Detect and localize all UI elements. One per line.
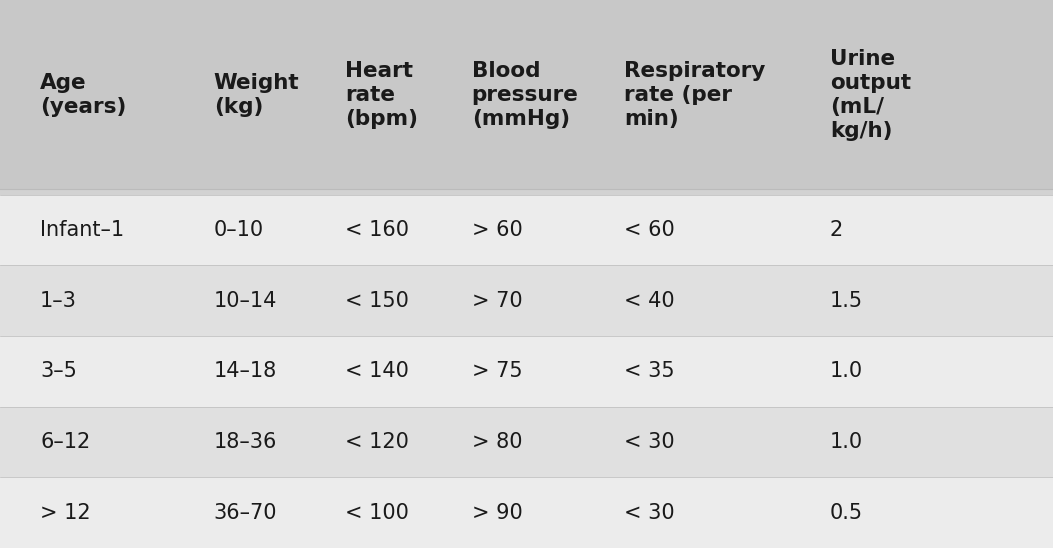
Bar [0, 0, 1053, 189]
Text: 6–12: 6–12 [40, 432, 91, 452]
Bar [0, 477, 1053, 548]
Text: < 100: < 100 [345, 503, 410, 523]
Text: < 30: < 30 [624, 432, 675, 452]
Text: > 75: > 75 [472, 361, 522, 381]
Text: 1–3: 1–3 [40, 290, 77, 311]
Text: < 30: < 30 [624, 503, 675, 523]
Bar [0, 407, 1053, 477]
Text: 1.0: 1.0 [830, 361, 862, 381]
Text: Weight
(kg): Weight (kg) [214, 72, 299, 117]
Text: Heart
rate
(bpm): Heart rate (bpm) [345, 60, 418, 129]
Text: 10–14: 10–14 [214, 290, 277, 311]
Bar [0, 336, 1053, 407]
Text: Respiratory
rate (per
min): Respiratory rate (per min) [624, 60, 766, 129]
Text: < 150: < 150 [345, 290, 410, 311]
Text: < 60: < 60 [624, 220, 675, 240]
Text: 36–70: 36–70 [214, 503, 277, 523]
Bar [0, 195, 1053, 265]
Text: < 40: < 40 [624, 290, 675, 311]
Text: Blood
pressure
(mmHg): Blood pressure (mmHg) [472, 60, 578, 129]
Text: 2: 2 [830, 220, 843, 240]
Text: 3–5: 3–5 [40, 361, 77, 381]
Text: < 140: < 140 [345, 361, 410, 381]
Text: Infant–1: Infant–1 [40, 220, 124, 240]
Text: > 12: > 12 [40, 503, 91, 523]
Text: 14–18: 14–18 [214, 361, 277, 381]
Bar [0, 189, 1053, 195]
Text: 18–36: 18–36 [214, 432, 277, 452]
Text: < 35: < 35 [624, 361, 675, 381]
Text: Urine
output
(mL/
kg/h): Urine output (mL/ kg/h) [830, 49, 911, 140]
Text: < 120: < 120 [345, 432, 410, 452]
Bar [0, 265, 1053, 336]
Text: > 60: > 60 [472, 220, 522, 240]
Text: 1.0: 1.0 [830, 432, 862, 452]
Text: > 80: > 80 [472, 432, 522, 452]
Text: > 90: > 90 [472, 503, 522, 523]
Text: Age
(years): Age (years) [40, 72, 126, 117]
Text: > 70: > 70 [472, 290, 522, 311]
Text: 1.5: 1.5 [830, 290, 862, 311]
Text: 0–10: 0–10 [214, 220, 264, 240]
Text: < 160: < 160 [345, 220, 410, 240]
Text: 0.5: 0.5 [830, 503, 862, 523]
